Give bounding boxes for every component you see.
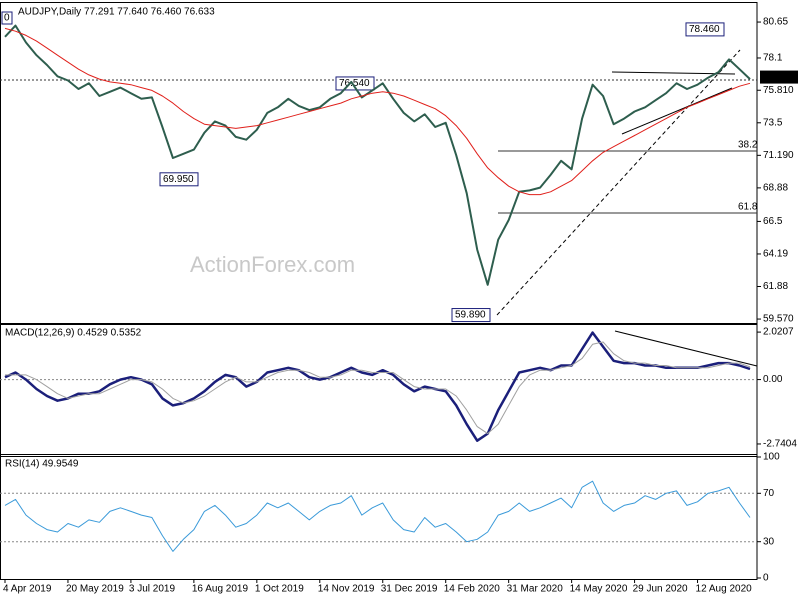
x-tick-label: 14 Nov 2019 [318, 584, 375, 595]
y-tick-label: 68.88 [763, 183, 788, 194]
y-tick-label: 71.190 [763, 150, 794, 161]
x-tick-label: 31 Mar 2020 [507, 584, 564, 595]
panel-frame [0, 454, 758, 580]
x-tick-label: 4 Apr 2019 [3, 584, 52, 595]
x-tick-label: 31 Dec 2019 [381, 584, 438, 595]
series-line [4, 480, 751, 552]
y-tick-label: 61.88 [763, 281, 788, 292]
price-label: 69.950 [163, 174, 194, 185]
x-tick-label: 29 Jun 2020 [633, 584, 688, 595]
macd-trend [614, 330, 758, 367]
x-tick-label: 3 Jul 2019 [129, 584, 176, 595]
panel-title: AUDJPY,Daily 77.291 77.640 76.460 76.633 [18, 7, 215, 18]
series-line [5, 341, 751, 435]
price-label-box [451, 308, 491, 323]
y-tick-label: 64.19 [763, 249, 788, 260]
watermark: ActionForex.com [190, 252, 355, 277]
y-tick-label: 30 [763, 536, 775, 547]
y-tick-label: 78.1 [763, 53, 783, 64]
fib-label: 38.2 [738, 140, 758, 151]
y-tick-label: 80.65 [763, 17, 788, 28]
corner-box [1, 11, 13, 25]
x-tick-label: 14 May 2020 [570, 584, 628, 595]
y-tick-label: -2.7404 [763, 439, 797, 450]
last-price-label: 76.780 [762, 72, 793, 83]
fib-label: 61.8 [738, 202, 758, 213]
x-tick-label: 20 May 2019 [66, 584, 124, 595]
y-tick-label: 73.5 [763, 117, 783, 128]
panel-frame [0, 2, 758, 325]
y-tick-label: 75.810 [763, 85, 794, 96]
price-label: 59.890 [455, 310, 486, 321]
x-tick-label: 14 Feb 2020 [444, 584, 501, 595]
x-tick-label: 12 Aug 2020 [696, 584, 753, 595]
last-price-tag [760, 70, 798, 84]
x-tick-label: 1 Oct 2019 [255, 584, 304, 595]
price-label-box [685, 22, 725, 37]
series-line [4, 24, 751, 286]
panel-frame [0, 323, 758, 457]
price-label: 78.460 [689, 24, 720, 35]
y-tick-label: 70 [763, 488, 775, 499]
x-tick-label: 16 Aug 2019 [192, 584, 249, 595]
y-tick-label: 66.5 [763, 216, 783, 227]
corner-label: 0 [4, 13, 10, 24]
price-label: 76.540 [339, 78, 370, 89]
panel-title: MACD(12,26,9) 0.4529 0.5352 [5, 328, 142, 339]
y-tick-label: 59.570 [763, 314, 794, 325]
y-tick-label: 0.00 [763, 374, 783, 385]
y-tick-label: 0 [763, 573, 769, 584]
y-tick-label: 2.0207 [763, 327, 794, 338]
y-tick-label: 100 [763, 452, 780, 463]
panel-title: RSI(14) 49.9549 [5, 459, 79, 470]
trend-line [496, 49, 741, 316]
series-line [4, 27, 751, 196]
triangle-lower [621, 87, 733, 135]
price-label-box [159, 172, 199, 187]
